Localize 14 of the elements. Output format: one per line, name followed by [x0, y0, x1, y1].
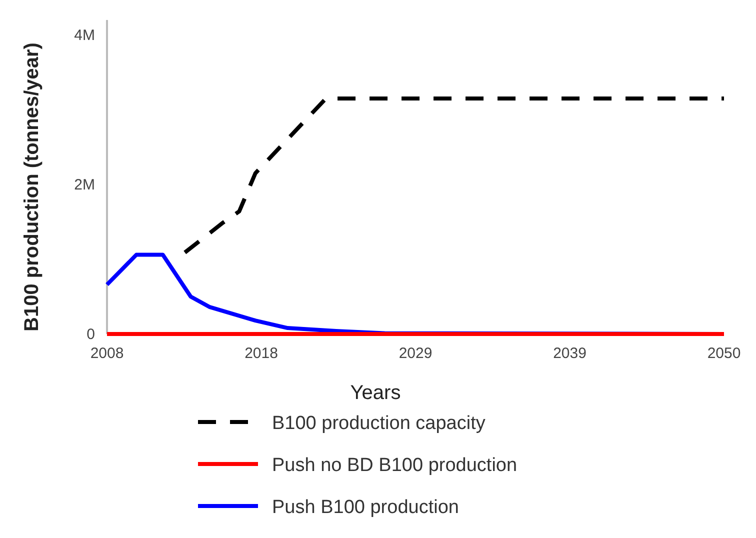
- y-axis-title: B100 production (tonnes/year): [21, 42, 43, 332]
- x-tick-label: 2029: [398, 345, 432, 362]
- x-tick-label: 2050: [707, 345, 741, 362]
- legend-label: Push B100 production: [272, 497, 459, 518]
- y-tick-label: 2M: [74, 176, 95, 194]
- x-tick-label: 2018: [244, 345, 278, 362]
- x-axis-title: Years: [350, 382, 401, 404]
- legend-label: Push no BD B100 production: [272, 455, 518, 476]
- x-tick-label: 2008: [90, 345, 124, 362]
- line-series: [182, 96, 726, 255]
- x-tick-label: 2039: [553, 345, 586, 362]
- legend-label: B100 production capacity: [272, 413, 486, 434]
- y-tick-label: 4M: [74, 26, 95, 44]
- y-tick-label: 0: [86, 326, 95, 343]
